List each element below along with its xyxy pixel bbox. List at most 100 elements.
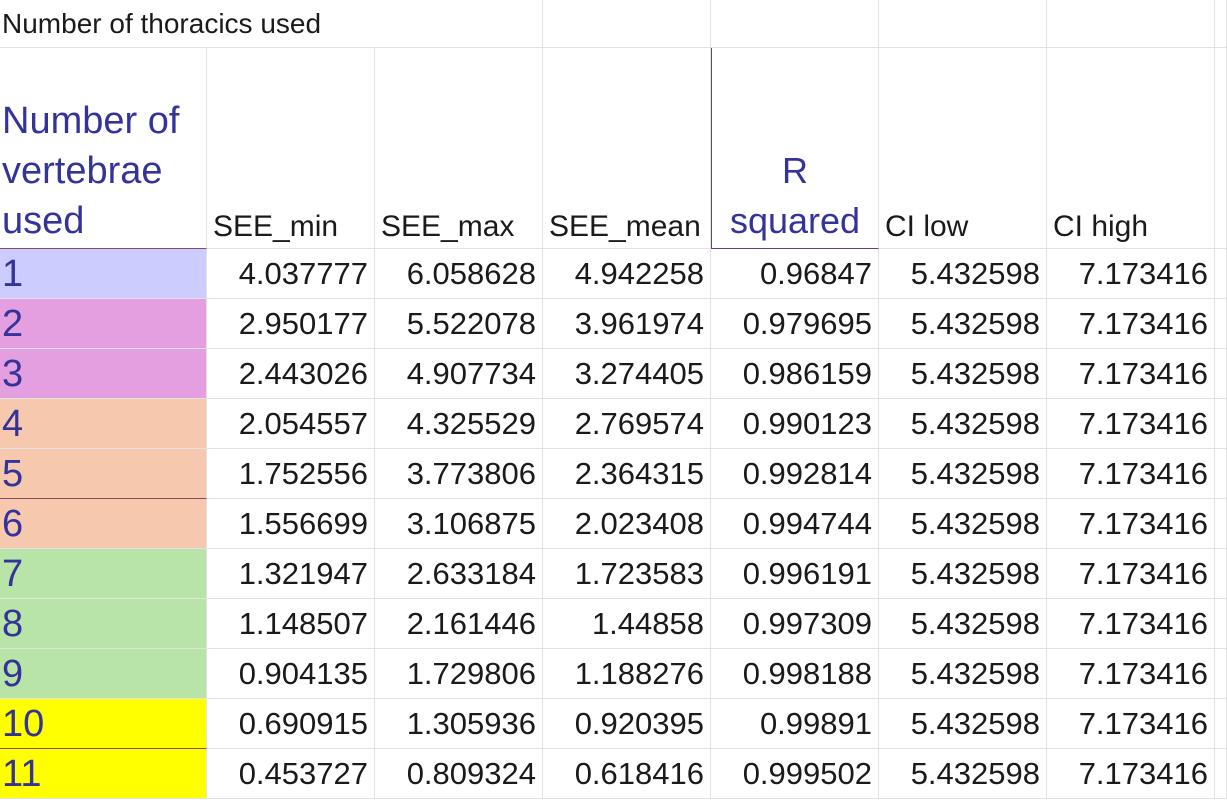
ci-high-cell[interactable]: 7.173416 bbox=[1047, 249, 1215, 299]
see-min-cell[interactable]: 0.453727 bbox=[207, 749, 375, 799]
ci-low-cell[interactable]: 5.432598 bbox=[879, 249, 1047, 299]
sheet-title[interactable]: Number of thoracics used bbox=[0, 0, 543, 48]
r-squared-cell[interactable]: 0.992814 bbox=[711, 449, 879, 499]
empty-cell[interactable] bbox=[1215, 749, 1227, 799]
see-mean-cell[interactable]: 2.023408 bbox=[543, 499, 711, 549]
row-index-cell[interactable]: 8 bbox=[0, 599, 207, 649]
see-mean-cell[interactable]: 0.920395 bbox=[543, 699, 711, 749]
see-mean-cell[interactable]: 3.961974 bbox=[543, 299, 711, 349]
ci-low-cell[interactable]: 5.432598 bbox=[879, 499, 1047, 549]
r-squared-cell[interactable]: 0.990123 bbox=[711, 399, 879, 449]
empty-cell[interactable] bbox=[1215, 399, 1227, 449]
see-max-cell[interactable]: 6.058628 bbox=[375, 249, 543, 299]
header-r-squared[interactable]: R squared bbox=[711, 48, 879, 249]
empty-cell[interactable] bbox=[1215, 249, 1227, 299]
see-max-cell[interactable]: 2.161446 bbox=[375, 599, 543, 649]
row-index-cell[interactable]: 4 bbox=[0, 399, 207, 449]
ci-high-cell[interactable]: 7.173416 bbox=[1047, 699, 1215, 749]
header-see-min[interactable]: SEE_min bbox=[207, 48, 375, 249]
see-max-cell[interactable]: 1.729806 bbox=[375, 649, 543, 699]
empty-cell[interactable] bbox=[1215, 499, 1227, 549]
row-index-cell[interactable]: 6 bbox=[0, 499, 207, 549]
see-mean-cell[interactable]: 2.769574 bbox=[543, 399, 711, 449]
see-min-cell[interactable]: 2.054557 bbox=[207, 399, 375, 449]
ci-high-cell[interactable]: 7.173416 bbox=[1047, 649, 1215, 699]
see-min-cell[interactable]: 4.037777 bbox=[207, 249, 375, 299]
see-max-cell[interactable]: 5.522078 bbox=[375, 299, 543, 349]
row-index-cell[interactable]: 11 bbox=[0, 749, 207, 799]
see-max-cell[interactable]: 3.773806 bbox=[375, 449, 543, 499]
ci-high-cell[interactable]: 7.173416 bbox=[1047, 449, 1215, 499]
r-squared-cell[interactable]: 0.998188 bbox=[711, 649, 879, 699]
see-max-cell[interactable]: 0.809324 bbox=[375, 749, 543, 799]
ci-high-cell[interactable]: 7.173416 bbox=[1047, 599, 1215, 649]
ci-low-cell[interactable]: 5.432598 bbox=[879, 699, 1047, 749]
row-index-cell[interactable]: 7 bbox=[0, 549, 207, 599]
ci-high-cell[interactable]: 7.173416 bbox=[1047, 749, 1215, 799]
header-see-mean[interactable]: SEE_mean bbox=[543, 48, 711, 249]
ci-low-cell[interactable]: 5.432598 bbox=[879, 549, 1047, 599]
ci-low-cell[interactable]: 5.432598 bbox=[879, 299, 1047, 349]
empty-cell[interactable] bbox=[879, 0, 1047, 48]
see-max-cell[interactable]: 4.325529 bbox=[375, 399, 543, 449]
header-see-max[interactable]: SEE_max bbox=[375, 48, 543, 249]
row-index-cell[interactable]: 5 bbox=[0, 449, 207, 499]
see-min-cell[interactable]: 0.690915 bbox=[207, 699, 375, 749]
empty-cell[interactable] bbox=[711, 0, 879, 48]
ci-high-cell[interactable]: 7.173416 bbox=[1047, 549, 1215, 599]
r-squared-cell[interactable]: 0.996191 bbox=[711, 549, 879, 599]
header-number-of-vertebrae[interactable]: Number of vertebrae used bbox=[0, 48, 207, 249]
ci-low-cell[interactable]: 5.432598 bbox=[879, 599, 1047, 649]
see-mean-cell[interactable]: 2.364315 bbox=[543, 449, 711, 499]
empty-cell[interactable] bbox=[1215, 0, 1227, 48]
r-squared-cell[interactable]: 0.979695 bbox=[711, 299, 879, 349]
empty-cell[interactable] bbox=[1215, 299, 1227, 349]
row-index-cell[interactable]: 2 bbox=[0, 299, 207, 349]
see-max-cell[interactable]: 1.305936 bbox=[375, 699, 543, 749]
ci-high-cell[interactable]: 7.173416 bbox=[1047, 399, 1215, 449]
empty-cell[interactable] bbox=[1215, 649, 1227, 699]
see-mean-cell[interactable]: 3.274405 bbox=[543, 349, 711, 399]
see-min-cell[interactable]: 2.950177 bbox=[207, 299, 375, 349]
row-index-cell[interactable]: 9 bbox=[0, 649, 207, 699]
r-squared-cell[interactable]: 0.999502 bbox=[711, 749, 879, 799]
see-min-cell[interactable]: 0.904135 bbox=[207, 649, 375, 699]
ci-low-cell[interactable]: 5.432598 bbox=[879, 399, 1047, 449]
empty-cell[interactable] bbox=[1047, 0, 1215, 48]
empty-cell[interactable] bbox=[1215, 48, 1227, 249]
ci-high-cell[interactable]: 7.173416 bbox=[1047, 499, 1215, 549]
see-min-cell[interactable]: 1.321947 bbox=[207, 549, 375, 599]
ci-low-cell[interactable]: 5.432598 bbox=[879, 649, 1047, 699]
ci-high-cell[interactable]: 7.173416 bbox=[1047, 299, 1215, 349]
r-squared-cell[interactable]: 0.994744 bbox=[711, 499, 879, 549]
header-ci-high[interactable]: CI high bbox=[1047, 48, 1215, 249]
ci-low-cell[interactable]: 5.432598 bbox=[879, 349, 1047, 399]
r-squared-cell[interactable]: 0.986159 bbox=[711, 349, 879, 399]
see-mean-cell[interactable]: 1.44858 bbox=[543, 599, 711, 649]
r-squared-cell[interactable]: 0.96847 bbox=[711, 249, 879, 299]
ci-low-cell[interactable]: 5.432598 bbox=[879, 749, 1047, 799]
row-index-cell[interactable]: 1 bbox=[0, 249, 207, 299]
see-min-cell[interactable]: 1.148507 bbox=[207, 599, 375, 649]
ci-high-cell[interactable]: 7.173416 bbox=[1047, 349, 1215, 399]
empty-cell[interactable] bbox=[1215, 599, 1227, 649]
r-squared-cell[interactable]: 0.99891 bbox=[711, 699, 879, 749]
see-mean-cell[interactable]: 1.188276 bbox=[543, 649, 711, 699]
row-index-cell[interactable]: 10 bbox=[0, 699, 207, 749]
see-mean-cell[interactable]: 4.942258 bbox=[543, 249, 711, 299]
header-ci-low[interactable]: CI low bbox=[879, 48, 1047, 249]
ci-low-cell[interactable]: 5.432598 bbox=[879, 449, 1047, 499]
row-index-cell[interactable]: 3 bbox=[0, 349, 207, 399]
see-mean-cell[interactable]: 0.618416 bbox=[543, 749, 711, 799]
empty-cell[interactable] bbox=[1215, 449, 1227, 499]
see-max-cell[interactable]: 2.633184 bbox=[375, 549, 543, 599]
see-min-cell[interactable]: 1.752556 bbox=[207, 449, 375, 499]
see-mean-cell[interactable]: 1.723583 bbox=[543, 549, 711, 599]
empty-cell[interactable] bbox=[1215, 349, 1227, 399]
see-min-cell[interactable]: 2.443026 bbox=[207, 349, 375, 399]
r-squared-cell[interactable]: 0.997309 bbox=[711, 599, 879, 649]
see-min-cell[interactable]: 1.556699 bbox=[207, 499, 375, 549]
see-max-cell[interactable]: 3.106875 bbox=[375, 499, 543, 549]
empty-cell[interactable] bbox=[1215, 549, 1227, 599]
empty-cell[interactable] bbox=[1215, 699, 1227, 749]
